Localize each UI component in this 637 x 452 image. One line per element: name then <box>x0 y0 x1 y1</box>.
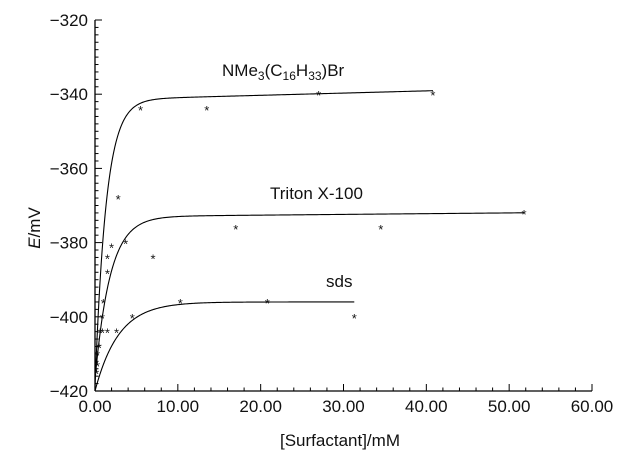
fit-curves <box>94 90 525 392</box>
data-point: * <box>352 311 357 326</box>
fit-curve-2 <box>94 212 525 380</box>
data-point: * <box>233 222 238 237</box>
data-point: * <box>97 340 102 355</box>
y-tick-label: −420 <box>50 382 88 401</box>
data-point: * <box>138 103 143 118</box>
data-point: * <box>123 237 128 252</box>
data-point: * <box>265 296 270 311</box>
data-point: * <box>430 88 435 103</box>
data-point: * <box>130 311 135 326</box>
y-tick-label: −380 <box>50 234 88 253</box>
data-point: * <box>109 240 114 255</box>
x-axis-title: [Surfactant]/mM <box>280 431 400 450</box>
data-point: * <box>94 366 99 381</box>
x-tick-label: 30.00 <box>322 397 365 416</box>
fit-curve-1 <box>94 90 433 388</box>
minor-ticks <box>95 26 576 391</box>
data-point: * <box>105 326 110 341</box>
data-point: * <box>97 340 102 355</box>
data-point: * <box>105 251 110 266</box>
data-point: * <box>522 207 527 222</box>
y-tick-label: −320 <box>50 11 88 30</box>
x-tick-label: 50.00 <box>488 397 531 416</box>
data-point: * <box>95 348 100 363</box>
data-point: * <box>105 266 110 281</box>
data-point: * <box>101 296 106 311</box>
data-point: * <box>378 222 383 237</box>
x-tick-label: 60.00 <box>571 397 614 416</box>
data-points: ****** ** ****** *** ***** * *** ** <box>94 88 526 381</box>
data-point: * <box>100 311 105 326</box>
fit-curve-3 <box>94 301 355 392</box>
series-label-nme3: NMe3(C16H33)Br <box>222 61 345 83</box>
x-tick-label: 0.00 <box>78 397 111 416</box>
data-point: * <box>316 88 321 103</box>
data-point: * <box>178 296 183 311</box>
data-point: * <box>204 103 209 118</box>
y-axis-title: E/mV <box>25 207 44 249</box>
data-point: * <box>97 326 102 341</box>
data-point: * <box>114 326 119 341</box>
series-label-sds: sds <box>326 272 352 291</box>
y-tick-label: −340 <box>50 85 88 104</box>
y-tick-label: −400 <box>50 308 88 327</box>
series-label-triton: Triton X-100 <box>270 184 363 203</box>
svg-text:E/mV: E/mV <box>25 207 44 249</box>
x-tick-label: 40.00 <box>405 397 448 416</box>
series-labels: NMe3(C16H33)Br Triton X-100 sds <box>222 61 363 291</box>
x-tick-label: 20.00 <box>239 397 282 416</box>
data-point: * <box>100 326 105 341</box>
y-tick-label: −360 <box>50 159 88 178</box>
x-tick-label: 10.00 <box>157 397 200 416</box>
data-point: * <box>116 192 121 207</box>
data-point: * <box>150 251 155 266</box>
data-point: * <box>95 359 100 374</box>
